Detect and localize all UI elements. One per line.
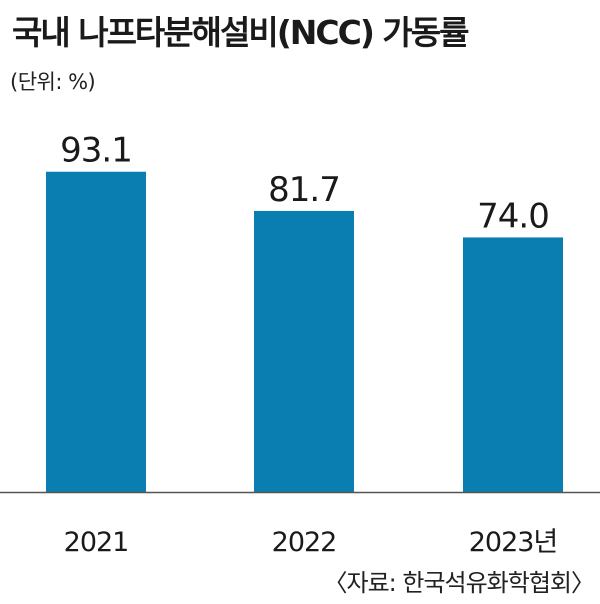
- bar-2021: [46, 171, 146, 492]
- value-label: 74.0: [477, 196, 549, 236]
- unit-label: (단위: %): [10, 70, 96, 94]
- category-label: 2023년: [469, 527, 558, 558]
- value-label: 93.1: [60, 131, 132, 171]
- category-label: 2021: [64, 527, 129, 558]
- source-note: 〈자료: 한국석유화학협회〉: [323, 569, 595, 597]
- value-label: 81.7: [268, 170, 340, 210]
- bar-2023년: [463, 237, 563, 492]
- bar-2022: [254, 210, 354, 492]
- category-label: 2022: [272, 527, 337, 558]
- chart-title: 국내 나프타분해설비(NCC) 가동률: [12, 13, 470, 52]
